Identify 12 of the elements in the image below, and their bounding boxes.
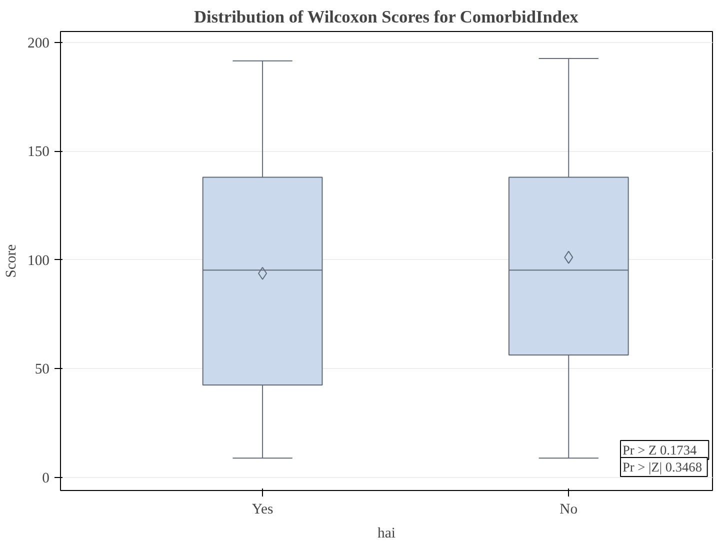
- annotation: Pr > |Z| 0.3468: [622, 460, 702, 474]
- y-tick-label: 50: [34, 362, 50, 378]
- x-tick-label: Yes: [252, 502, 274, 518]
- y-tick-label: 150: [28, 144, 50, 160]
- y-tick-label: 200: [28, 35, 50, 52]
- chart-title: Distribution of Wilcoxon Scores for ComorbidIndex: [194, 8, 579, 26]
- x-axis-title: hai: [378, 526, 396, 542]
- y-tick-label: 100: [28, 252, 50, 269]
- annotation: Pr > Z 0.1734: [622, 442, 697, 458]
- x-tick-label: No: [560, 502, 578, 518]
- y-tick-label: 0: [42, 470, 50, 486]
- y-axis-title: Score: [4, 244, 20, 278]
